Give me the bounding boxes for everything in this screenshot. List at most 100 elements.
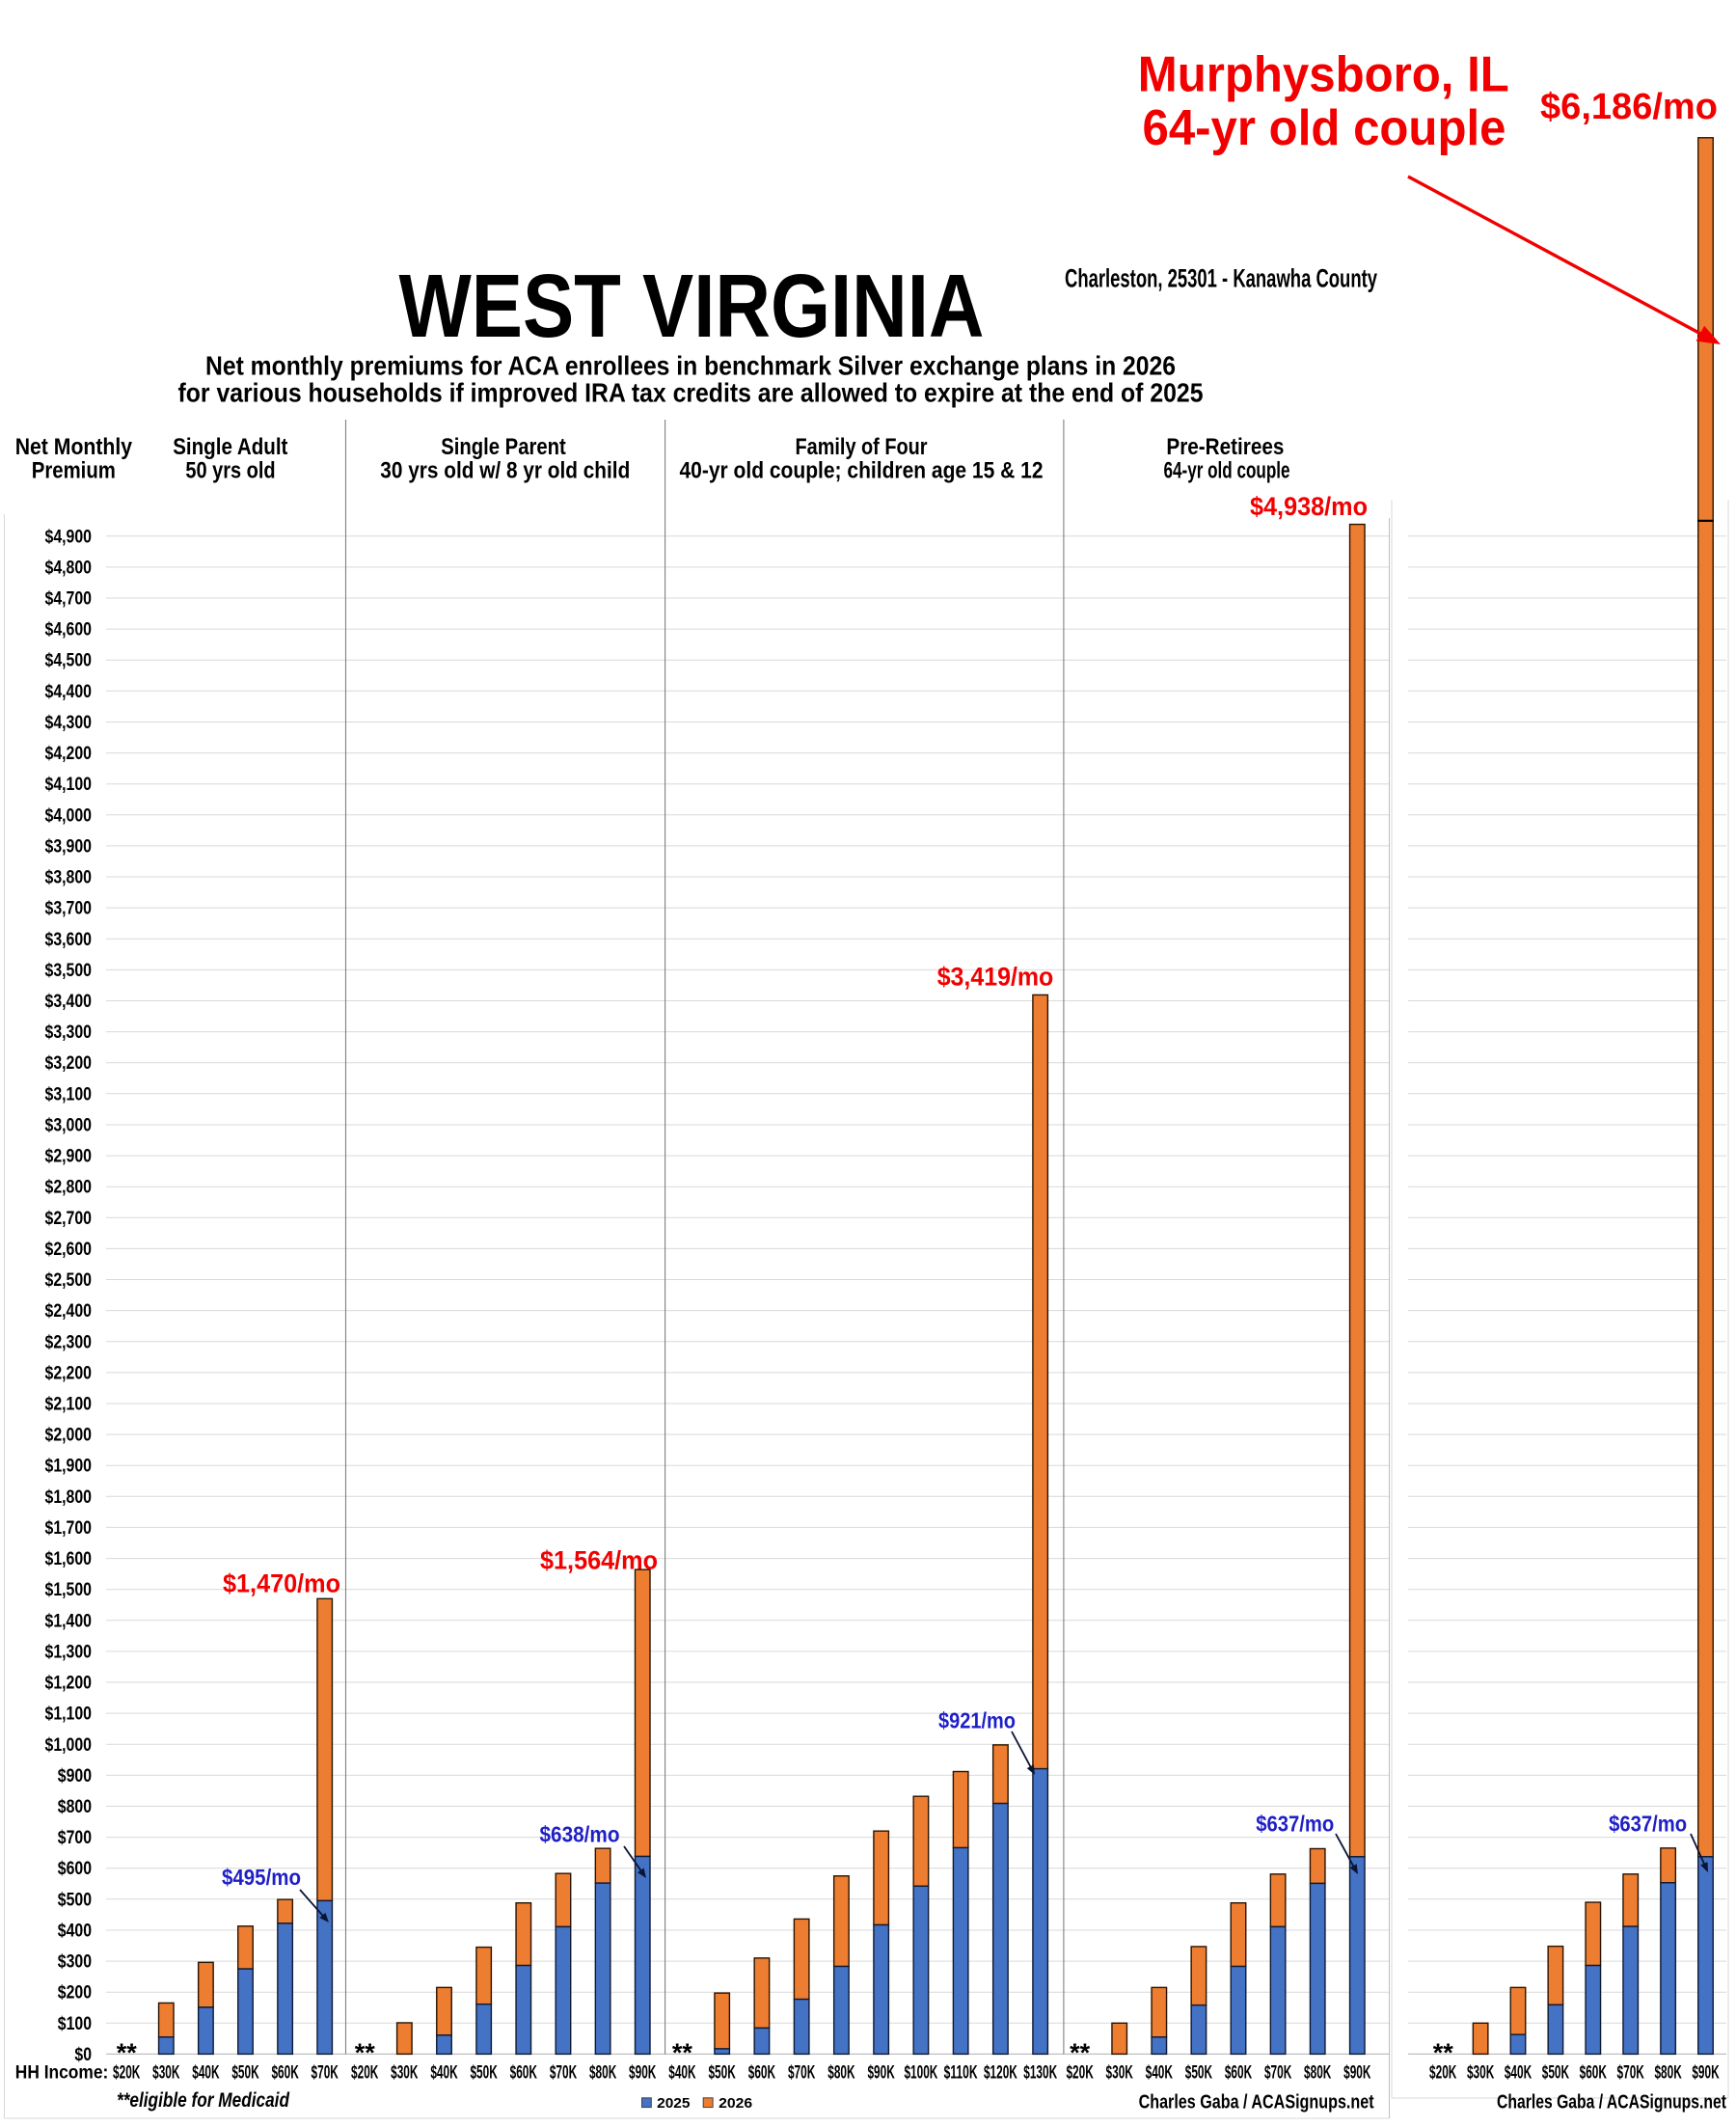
svg-text:Charles Gaba / ACASignups.net: Charles Gaba / ACASignups.net xyxy=(1497,2092,1726,2113)
svg-text:64-yr old couple: 64-yr old couple xyxy=(1164,458,1290,484)
svg-text:$4,000: $4,000 xyxy=(45,805,93,826)
svg-text:$60K: $60K xyxy=(510,2063,537,2084)
svg-text:$30K: $30K xyxy=(391,2063,418,2084)
svg-text:$2,700: $2,700 xyxy=(45,1209,93,1229)
svg-text:$80K: $80K xyxy=(589,2063,616,2084)
svg-text:**: ** xyxy=(117,2038,138,2067)
svg-text:$40K: $40K xyxy=(430,2063,457,2084)
svg-text:$500: $500 xyxy=(58,1890,92,1910)
svg-text:$4,200: $4,200 xyxy=(45,744,93,764)
svg-text:$80K: $80K xyxy=(827,2063,854,2084)
svg-text:$20K: $20K xyxy=(1066,2063,1093,2084)
svg-text:$30K: $30K xyxy=(1106,2063,1133,2084)
svg-text:$90K: $90K xyxy=(1343,2063,1370,2084)
svg-text:$80K: $80K xyxy=(1304,2063,1331,2084)
svg-text:$1,700: $1,700 xyxy=(45,1518,93,1539)
svg-text:$900: $900 xyxy=(58,1766,92,1786)
svg-text:for various households if impr: for various households if improved IRA t… xyxy=(178,378,1204,408)
svg-text:$1,500: $1,500 xyxy=(45,1580,93,1600)
svg-text:$2,300: $2,300 xyxy=(45,1332,93,1352)
svg-text:$4,600: $4,600 xyxy=(45,620,93,641)
svg-text:$100: $100 xyxy=(58,2014,92,2034)
svg-text:$300: $300 xyxy=(58,1952,92,1973)
svg-text:$70K: $70K xyxy=(1617,2063,1644,2084)
svg-text:$50K: $50K xyxy=(231,2063,258,2084)
svg-text:$6,186/mo: $6,186/mo xyxy=(1540,87,1718,127)
svg-text:$60K: $60K xyxy=(748,2063,775,2084)
svg-text:$3,500: $3,500 xyxy=(45,961,93,981)
svg-text:$50K: $50K xyxy=(470,2063,497,2084)
svg-text:**: ** xyxy=(672,2038,693,2067)
svg-text:$200: $200 xyxy=(58,1983,92,2004)
svg-text:$1,600: $1,600 xyxy=(45,1549,93,1569)
svg-text:$50K: $50K xyxy=(1542,2063,1569,2084)
svg-text:$70K: $70K xyxy=(1264,2063,1291,2084)
svg-text:$2,500: $2,500 xyxy=(45,1270,93,1291)
svg-text:$40K: $40K xyxy=(668,2063,695,2084)
svg-text:**eligible for Medicaid: **eligible for Medicaid xyxy=(117,2089,290,2112)
svg-text:2025: 2025 xyxy=(657,2095,690,2112)
svg-text:30 yrs old w/ 8 yr old child: 30 yrs old w/ 8 yr old child xyxy=(380,458,630,484)
svg-text:$20K: $20K xyxy=(1429,2063,1456,2084)
svg-text:40-yr old couple; children age: 40-yr old couple; children age 15 & 12 xyxy=(680,458,1044,484)
svg-text:**: ** xyxy=(1433,2038,1454,2067)
svg-text:50 yrs old: 50 yrs old xyxy=(185,458,275,484)
svg-text:$40K: $40K xyxy=(1505,2063,1532,2084)
svg-text:Pre-Retirees: Pre-Retirees xyxy=(1166,434,1284,460)
svg-text:$1,470/mo: $1,470/mo xyxy=(223,1569,340,1598)
svg-text:$4,800: $4,800 xyxy=(45,558,93,578)
svg-text:$3,000: $3,000 xyxy=(45,1116,93,1136)
svg-text:$3,700: $3,700 xyxy=(45,899,93,919)
svg-text:$2,100: $2,100 xyxy=(45,1395,93,1415)
svg-text:$90K: $90K xyxy=(867,2063,894,2084)
svg-text:$20K: $20K xyxy=(351,2063,378,2084)
svg-text:$637/mo: $637/mo xyxy=(1609,1812,1687,1837)
svg-text:$90K: $90K xyxy=(1692,2063,1719,2084)
svg-text:$30K: $30K xyxy=(1467,2063,1494,2084)
svg-text:$637/mo: $637/mo xyxy=(1256,1812,1334,1837)
svg-text:$2,600: $2,600 xyxy=(45,1240,93,1260)
svg-text:$40K: $40K xyxy=(1146,2063,1173,2084)
svg-text:$2,200: $2,200 xyxy=(45,1363,93,1383)
svg-text:$4,900: $4,900 xyxy=(45,527,93,547)
svg-text:$3,600: $3,600 xyxy=(45,930,93,950)
svg-text:Single Adult: Single Adult xyxy=(173,434,287,460)
svg-text:64-yr old couple: 64-yr old couple xyxy=(1143,100,1506,156)
svg-text:$4,938/mo: $4,938/mo xyxy=(1250,492,1368,521)
svg-text:$1,400: $1,400 xyxy=(45,1611,93,1631)
svg-text:$60K: $60K xyxy=(1580,2063,1607,2084)
svg-text:Net Monthly: Net Monthly xyxy=(15,434,133,460)
svg-text:$70K: $70K xyxy=(312,2063,339,2084)
svg-text:$1,000: $1,000 xyxy=(45,1735,93,1756)
svg-text:$921/mo: $921/mo xyxy=(938,1708,1016,1733)
svg-text:$4,400: $4,400 xyxy=(45,682,93,702)
svg-text:$3,300: $3,300 xyxy=(45,1023,93,1043)
svg-text:$30K: $30K xyxy=(152,2063,179,2084)
svg-text:$4,100: $4,100 xyxy=(45,775,93,795)
svg-text:Charles Gaba / ACASignups.net: Charles Gaba / ACASignups.net xyxy=(1139,2092,1374,2113)
svg-text:$700: $700 xyxy=(58,1828,92,1848)
svg-text:$3,419/mo: $3,419/mo xyxy=(937,963,1054,992)
svg-text:Charleston, 25301 - Kanawha Co: Charleston, 25301 - Kanawha County xyxy=(1065,264,1377,293)
svg-text:$1,564/mo: $1,564/mo xyxy=(540,1546,658,1575)
svg-text:$60K: $60K xyxy=(271,2063,298,2084)
svg-text:$1,100: $1,100 xyxy=(45,1704,93,1725)
svg-text:$20K: $20K xyxy=(113,2063,140,2084)
svg-text:$1,800: $1,800 xyxy=(45,1487,93,1508)
svg-text:$130K: $130K xyxy=(1023,2063,1057,2084)
svg-text:WEST VIRGINIA: WEST VIRGINIA xyxy=(399,256,985,356)
svg-text:$3,400: $3,400 xyxy=(45,992,93,1012)
svg-text:$3,800: $3,800 xyxy=(45,868,93,888)
svg-text:$80K: $80K xyxy=(1654,2063,1681,2084)
svg-text:$70K: $70K xyxy=(788,2063,815,2084)
svg-text:$2,800: $2,800 xyxy=(45,1178,93,1198)
svg-text:$4,700: $4,700 xyxy=(45,589,93,610)
svg-text:$3,100: $3,100 xyxy=(45,1084,93,1104)
svg-text:$800: $800 xyxy=(58,1797,92,1817)
svg-text:HH Income:: HH Income: xyxy=(15,2063,109,2084)
svg-text:$50K: $50K xyxy=(708,2063,735,2084)
svg-text:Premium: Premium xyxy=(32,458,116,484)
svg-text:Murphysboro, IL: Murphysboro, IL xyxy=(1138,46,1509,102)
svg-text:$600: $600 xyxy=(58,1859,92,1879)
svg-text:$110K: $110K xyxy=(944,2063,978,2084)
